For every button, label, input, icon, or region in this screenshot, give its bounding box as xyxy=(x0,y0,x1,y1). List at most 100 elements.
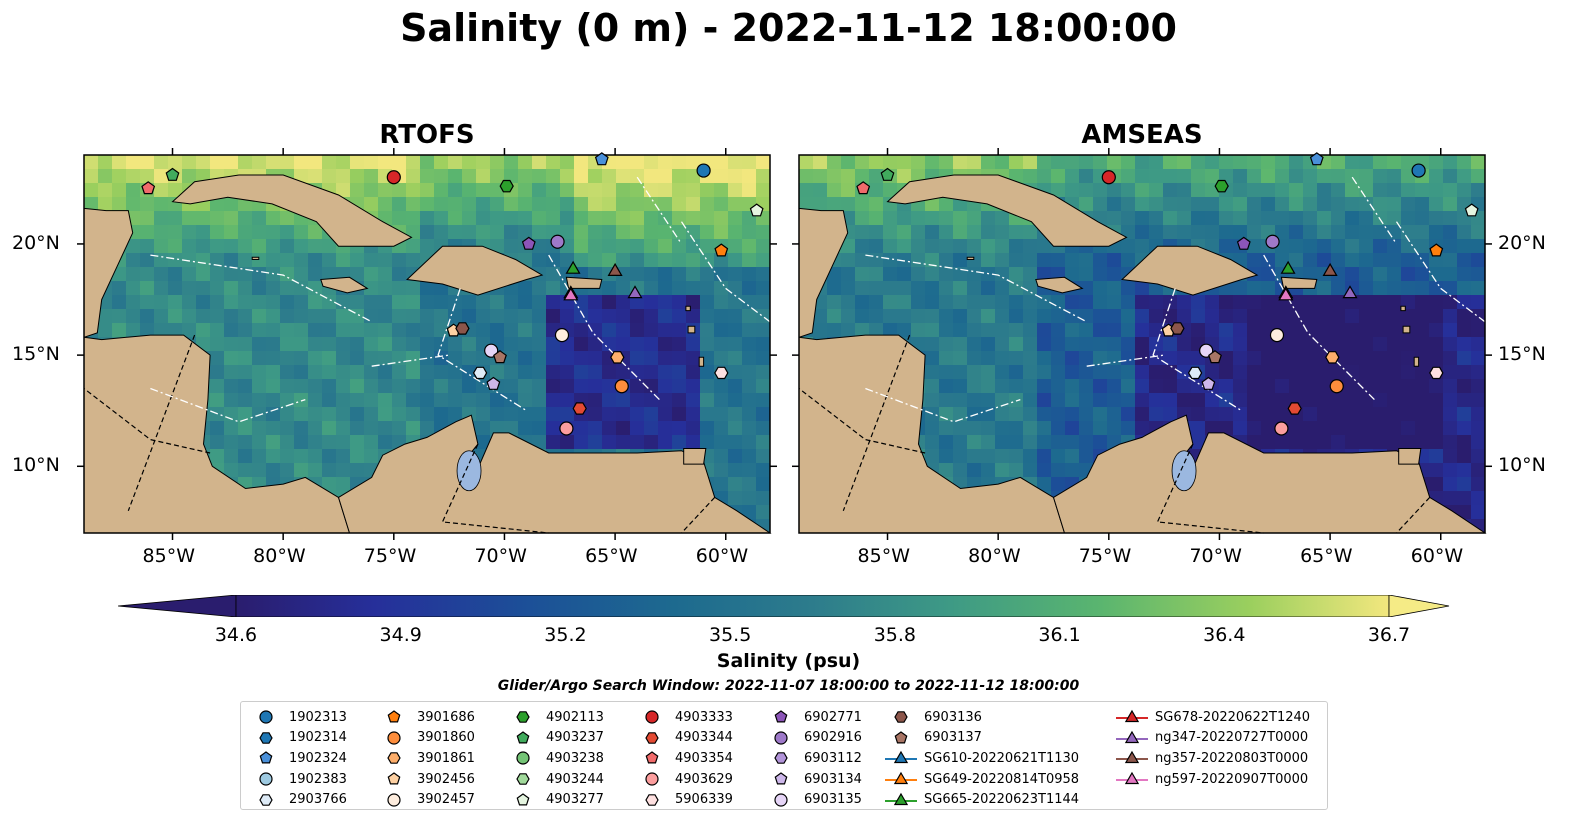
legend-label: 3901860 xyxy=(417,730,475,746)
border-line-3 xyxy=(83,388,211,454)
border-line-1 xyxy=(1156,443,1264,534)
legend-marker-icon xyxy=(885,751,917,764)
legend-marker-icon xyxy=(774,710,788,723)
land-cuba xyxy=(171,174,413,247)
legend-6903135-marker xyxy=(774,793,788,807)
platform-4903354-marker xyxy=(141,181,156,195)
map-frame xyxy=(798,154,1486,534)
legend-column: 4903333 4903344 4903354 4903629 5906339 xyxy=(635,707,733,810)
search-window-text: Glider/Argo Search Window: 2022-11-07 18… xyxy=(497,678,1080,694)
land-yucatan xyxy=(798,207,849,338)
legend-4903244-marker xyxy=(516,773,530,785)
legend-entry: 4903238 xyxy=(506,748,604,769)
platform-4903344-marker xyxy=(572,402,587,415)
land-yucatan xyxy=(83,207,134,338)
legend-3901686-marker xyxy=(387,710,401,723)
legend-marker-icon xyxy=(516,711,530,724)
legend-SG678-20220622T1240-marker xyxy=(1124,710,1140,723)
border-line-2 xyxy=(681,496,716,534)
platform-3901861-marker xyxy=(1325,351,1340,364)
legend-marker-icon xyxy=(645,732,659,744)
platform-6903137-marker xyxy=(493,350,507,364)
colorbar-tick-label: 34.9 xyxy=(379,624,422,646)
legend-1902383-marker xyxy=(259,772,273,786)
legend-3901860-marker xyxy=(387,731,401,745)
legend-label: 3901686 xyxy=(417,709,475,725)
land-lesser3 xyxy=(687,325,696,334)
legend-marker-icon xyxy=(894,731,908,744)
platform-6903136-marker xyxy=(1170,322,1185,335)
lake-maracaibo xyxy=(1171,450,1197,492)
legend-column: 3901686 3901860 3901861 3902456 3902457 xyxy=(377,707,475,810)
legend-entry: ng357-20220803T0000 xyxy=(1115,748,1310,769)
platform-6903135-marker xyxy=(484,343,499,358)
legend-label: 4903244 xyxy=(546,771,604,787)
legend-marker-icon xyxy=(387,772,401,785)
legend-1902313-marker xyxy=(259,710,273,724)
platform-3901860-marker xyxy=(614,379,629,394)
legend-label: 4903237 xyxy=(546,730,604,746)
colorbar-tick-label: 34.6 xyxy=(214,624,258,646)
legend-3902456-marker xyxy=(387,772,401,785)
legend-entry: 5906339 xyxy=(635,789,733,810)
legend-entry: 4903277 xyxy=(506,789,604,810)
platform-4903344-marker xyxy=(1287,402,1302,415)
colorbar-tick-label: 35.2 xyxy=(544,624,587,646)
platform-6902916-marker xyxy=(550,234,565,249)
legend-label: SG678-20220622T1240 xyxy=(1155,709,1311,725)
legend-entry: 6903134 xyxy=(764,769,862,790)
platform-SG665-20220623T1144-marker xyxy=(1280,260,1296,274)
legend-entry: SG649-20220814T0958 xyxy=(884,769,1079,790)
legend-column: 6903136 6903137 SG610-20220621T1130 SG649-2… xyxy=(884,707,1079,810)
legend-marker-icon xyxy=(1116,730,1148,743)
platform-4903237-marker xyxy=(165,167,180,181)
legend-ng347-20220727T0000-marker xyxy=(1124,730,1140,743)
platform-6903135-marker xyxy=(1199,343,1214,358)
legend-entry: 6902916 xyxy=(764,728,862,749)
legend-entry: 3901686 xyxy=(377,707,475,728)
legend-marker-icon xyxy=(885,771,917,785)
platform-4903629-marker xyxy=(1274,421,1289,436)
legend-ng597-20220907T0000-marker xyxy=(1124,771,1140,785)
legend-label: 6902916 xyxy=(804,730,862,746)
platform-4903333-marker xyxy=(1101,170,1116,185)
platform-ng347-20220727T0000-marker xyxy=(627,285,643,299)
legend-label: 6903136 xyxy=(924,709,982,725)
lat-tick-label: 15°N xyxy=(12,343,60,366)
eez-boundary-0 xyxy=(150,254,373,323)
legend-marker-icon xyxy=(259,751,273,764)
legend: 1902313 1902314 1902324 1902383 2903766 39016… xyxy=(240,701,1328,810)
platform-3901860-marker xyxy=(1329,379,1344,394)
lon-tick-label: 65°W xyxy=(1300,545,1353,567)
land-puertorico xyxy=(1280,276,1318,289)
legend-column: 1902313 1902314 1902324 1902383 2903766 xyxy=(249,707,347,810)
legend-4903333-marker xyxy=(645,710,659,724)
legend-marker-icon xyxy=(259,793,273,806)
colorbar xyxy=(118,595,1450,617)
legend-entry: ng597-20220907T0000 xyxy=(1115,769,1310,790)
legend-marker-icon xyxy=(387,793,401,807)
border-line-2 xyxy=(1396,496,1431,534)
legend-entry: 1902314 xyxy=(249,728,347,749)
legend-marker-icon xyxy=(516,792,530,806)
legend-label: 3901861 xyxy=(417,750,475,766)
platform-ng597-20220907T0000-marker xyxy=(563,287,579,301)
platform-4903333-marker xyxy=(386,170,401,185)
legend-label: 1902313 xyxy=(289,709,347,725)
lake-maracaibo xyxy=(456,450,482,492)
legend-marker-icon xyxy=(885,792,917,805)
legend-label: 1902314 xyxy=(289,730,347,746)
legend-label: SG665-20220623T1144 xyxy=(924,792,1080,808)
lon-tick-label: 65°W xyxy=(585,545,638,567)
legend-entry: 6902771 xyxy=(764,707,862,728)
lon-tick-label: 70°W xyxy=(474,545,527,567)
eez-boundary-1 xyxy=(437,288,527,412)
legend-4903237-marker xyxy=(516,731,530,744)
legend-4903354-marker xyxy=(645,751,659,764)
legend-6902771-marker xyxy=(774,710,788,723)
legend-3901861-marker xyxy=(387,752,401,765)
platform-6902771-marker xyxy=(1236,236,1251,250)
legend-marker-icon xyxy=(774,731,788,745)
map-panel-amseas xyxy=(792,148,1492,540)
legend-marker-icon xyxy=(774,752,788,765)
